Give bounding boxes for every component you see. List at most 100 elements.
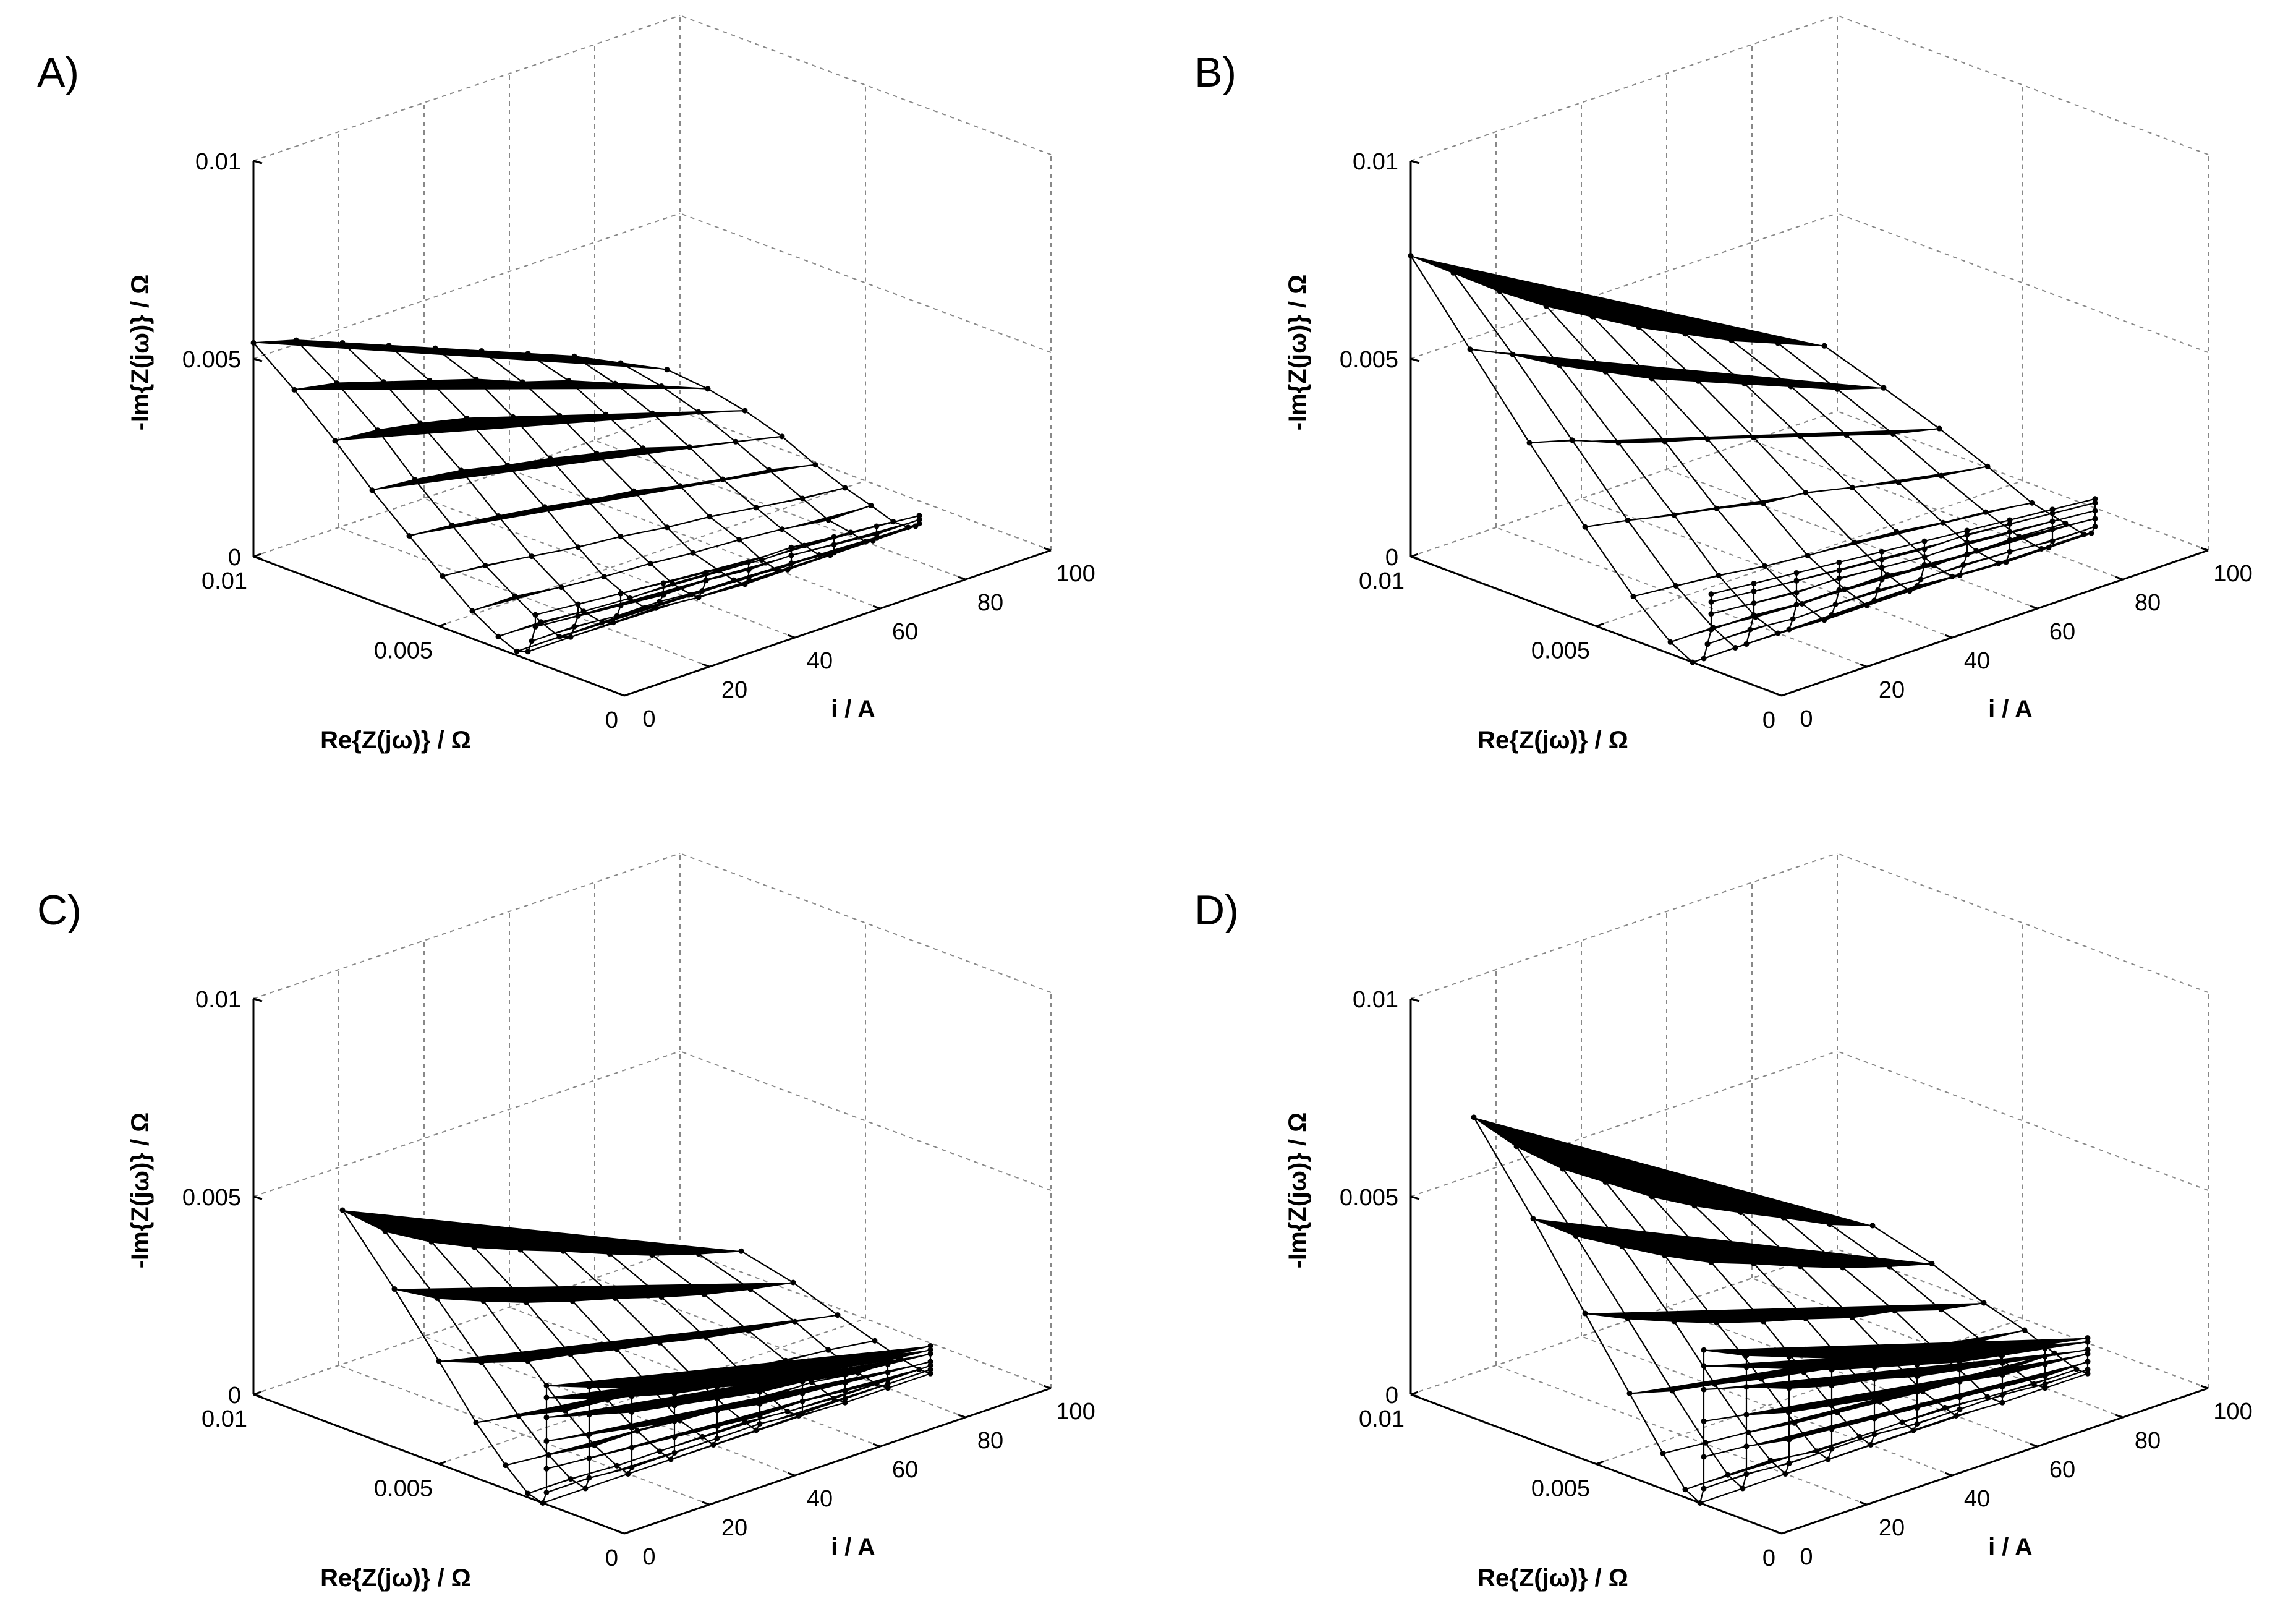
data-point bbox=[332, 438, 338, 444]
data-point bbox=[742, 1419, 748, 1425]
data-point bbox=[473, 1419, 479, 1425]
data-point bbox=[1704, 641, 1711, 647]
data-point bbox=[1996, 560, 2002, 566]
data-point bbox=[575, 601, 581, 607]
data-point bbox=[1914, 1354, 1920, 1360]
frequency-link-line bbox=[1529, 427, 1940, 444]
re-tick-label: 0 bbox=[1762, 1545, 1775, 1571]
chart-panel: A)00.0050.0100.0050.01020406080100-Im{Z(… bbox=[37, 15, 1095, 754]
data-point bbox=[1936, 425, 1942, 432]
frequency-link-line bbox=[472, 505, 872, 612]
data-point bbox=[1714, 1320, 1720, 1326]
data-point bbox=[1871, 1415, 1877, 1422]
re-axis-label: Re{Z(jω)} / Ω bbox=[320, 1564, 471, 1592]
frequency-link-line bbox=[1685, 1368, 2077, 1490]
data-point bbox=[799, 1410, 806, 1416]
data-point bbox=[1879, 557, 1885, 563]
data-point bbox=[746, 559, 752, 565]
data-point bbox=[885, 1377, 891, 1383]
data-point bbox=[1821, 617, 1827, 623]
spectrum-line bbox=[666, 369, 921, 528]
data-point bbox=[1829, 1367, 1835, 1373]
data-point bbox=[757, 1389, 763, 1395]
data-point bbox=[334, 380, 340, 386]
data-point bbox=[571, 353, 577, 359]
data-point bbox=[671, 1418, 678, 1424]
grid-line bbox=[253, 411, 681, 557]
frequency-link-line bbox=[1711, 498, 2096, 595]
data-point bbox=[671, 1434, 678, 1440]
data-point bbox=[562, 1407, 568, 1414]
data-point bbox=[757, 1420, 763, 1427]
data-point bbox=[695, 409, 702, 415]
i-tick-mark bbox=[702, 1501, 710, 1506]
i-tick-mark bbox=[958, 1414, 966, 1419]
data-point bbox=[1999, 1352, 2005, 1358]
grid-line bbox=[338, 527, 710, 667]
data-point bbox=[575, 544, 581, 550]
z-tick-label: 0.005 bbox=[182, 347, 241, 373]
data-point bbox=[753, 1427, 759, 1433]
data-point bbox=[862, 539, 869, 545]
data-point bbox=[1753, 614, 1759, 620]
data-point bbox=[790, 1279, 796, 1286]
data-point bbox=[1788, 383, 1794, 390]
i-tick-label: 60 bbox=[2049, 619, 2075, 645]
grid-line bbox=[594, 1278, 966, 1418]
data-point bbox=[1999, 1348, 2005, 1354]
data-point bbox=[1879, 576, 1885, 583]
frequency-link-line bbox=[334, 410, 746, 442]
data-point bbox=[1979, 1338, 1985, 1344]
data-point bbox=[2085, 1367, 2091, 1373]
re-tick-label: 0 bbox=[1762, 707, 1775, 733]
frequency-link-line bbox=[1584, 466, 1988, 528]
frequency-link-line bbox=[253, 339, 668, 370]
data-point bbox=[2062, 520, 2069, 526]
i-tick-label: 20 bbox=[1879, 677, 1905, 703]
data-point bbox=[517, 1247, 524, 1253]
data-point bbox=[540, 1500, 546, 1506]
data-point bbox=[2085, 1370, 2091, 1377]
i-tick-label: 40 bbox=[807, 1486, 833, 1512]
data-point bbox=[905, 524, 911, 531]
data-point bbox=[1671, 1318, 1677, 1325]
data-point bbox=[428, 1239, 435, 1245]
z-tick-label: 0.01 bbox=[195, 149, 241, 175]
data-point bbox=[1814, 1448, 1820, 1454]
data-point bbox=[699, 1433, 705, 1440]
data-point bbox=[1751, 1260, 1757, 1266]
data-point bbox=[2092, 516, 2098, 522]
i-tick-mark bbox=[1944, 1472, 1953, 1477]
data-point bbox=[1582, 524, 1588, 530]
data-point bbox=[386, 343, 392, 349]
data-point bbox=[1775, 340, 1781, 346]
i-tick-mark bbox=[2030, 605, 2038, 610]
data-point bbox=[1662, 438, 1668, 445]
data-point bbox=[434, 1295, 440, 1301]
z-tick-label: 0 bbox=[1385, 1383, 1398, 1409]
grid-line bbox=[1410, 213, 1838, 359]
z-tick-label: 0.005 bbox=[182, 1185, 241, 1211]
data-point bbox=[480, 1298, 487, 1304]
data-point bbox=[1940, 519, 1946, 526]
data-point bbox=[575, 613, 581, 619]
data-point bbox=[2042, 1385, 2048, 1391]
data-point bbox=[714, 1407, 720, 1414]
data-point bbox=[885, 1369, 891, 1375]
i-tick-mark bbox=[616, 692, 625, 697]
re-tick-label: 0 bbox=[605, 1545, 618, 1571]
data-point bbox=[1792, 1420, 1798, 1426]
data-point bbox=[1743, 1443, 1750, 1449]
data-point bbox=[831, 1396, 837, 1401]
data-point bbox=[1983, 509, 1989, 515]
data-point bbox=[1829, 1426, 1835, 1432]
grid-line bbox=[1837, 1249, 2209, 1389]
data-point bbox=[831, 542, 837, 548]
data-point bbox=[1751, 588, 1757, 594]
data-point bbox=[478, 1359, 485, 1365]
data-point bbox=[614, 1346, 620, 1352]
data-point bbox=[601, 574, 607, 579]
re-tick-mark bbox=[253, 553, 261, 558]
data-point bbox=[586, 1455, 592, 1461]
grid-line bbox=[679, 15, 1052, 155]
